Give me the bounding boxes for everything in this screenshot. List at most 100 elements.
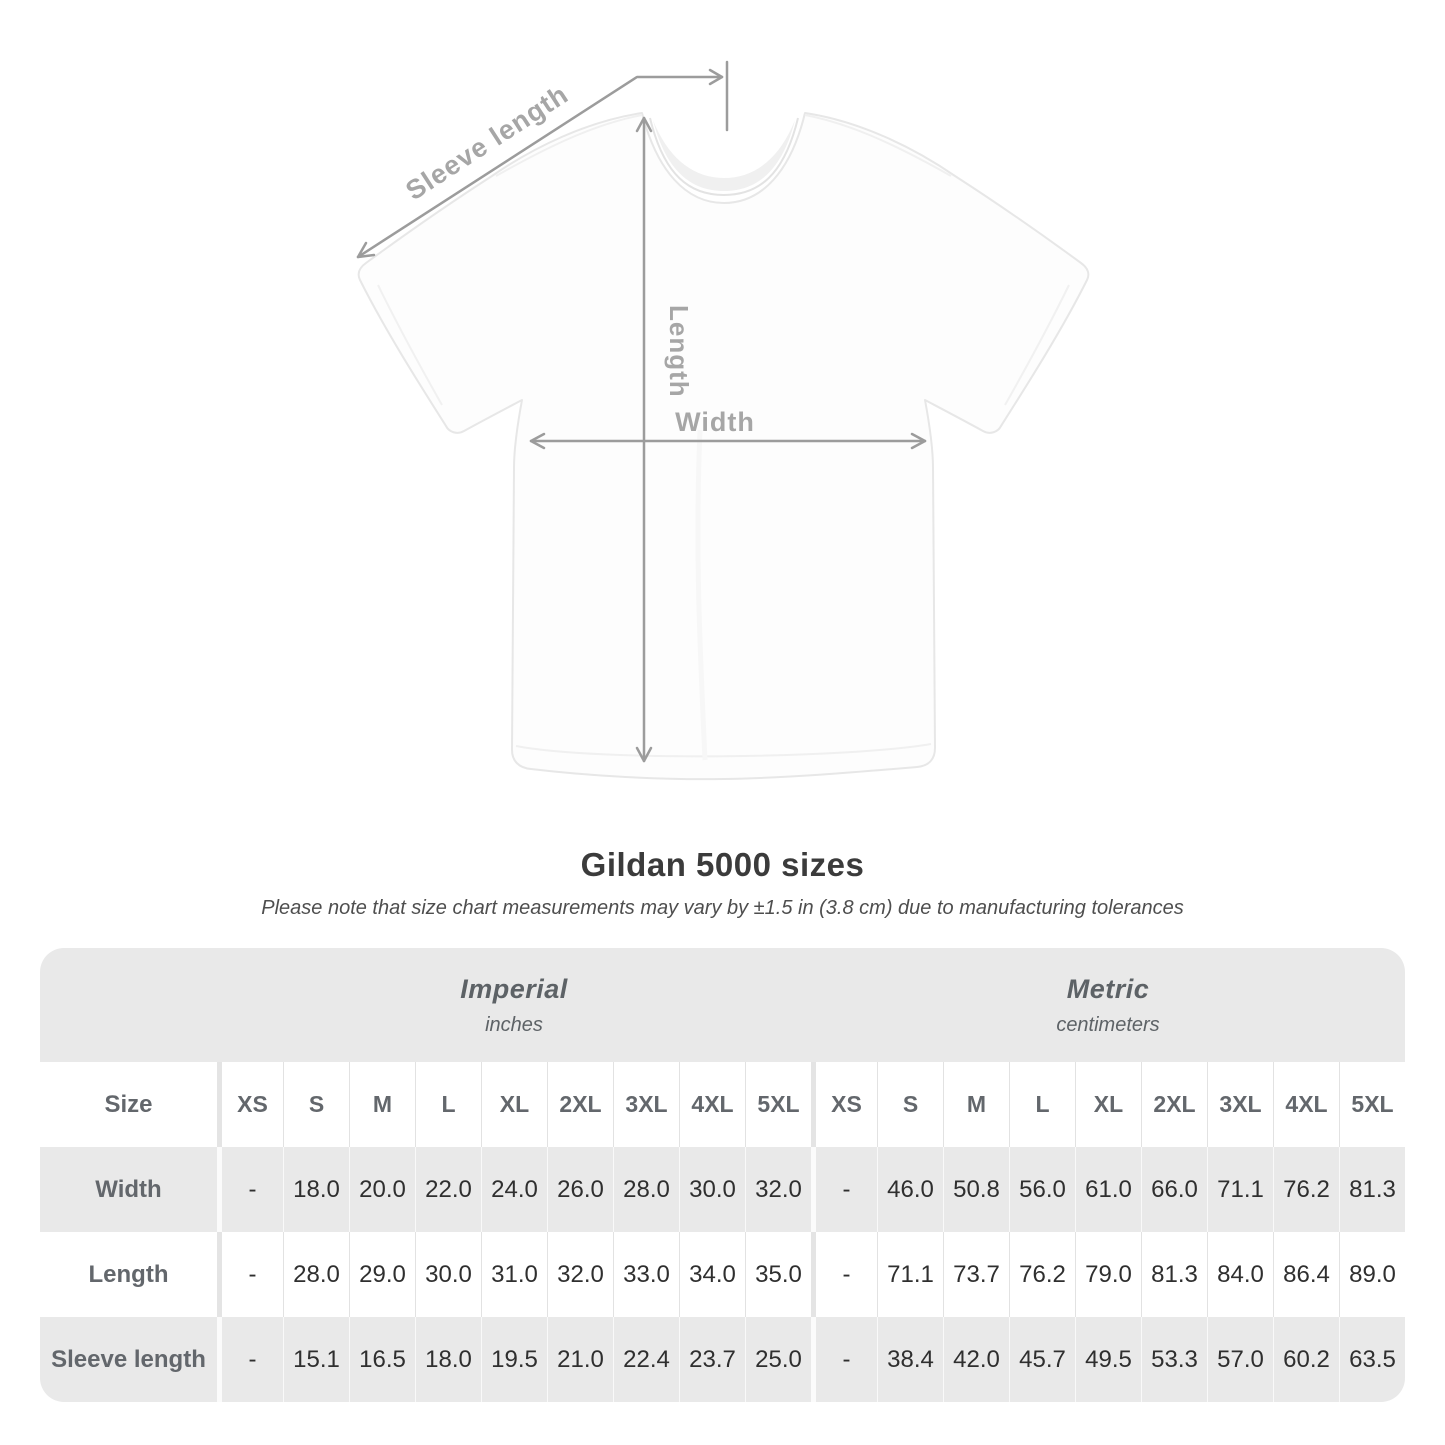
table-cell: - <box>811 1147 877 1232</box>
length-arrowhead-top <box>635 116 653 133</box>
length-row: Length - 28.0 29.0 30.0 31.0 32.0 33.0 3… <box>40 1232 1405 1317</box>
table-cell: 71.1 <box>877 1232 943 1317</box>
table-cell: 32.0 <box>547 1232 613 1317</box>
imperial-unit: inches <box>485 1013 543 1036</box>
size-col-header: M <box>943 1062 1009 1147</box>
table-cell: 42.0 <box>943 1317 1009 1402</box>
tshirt-illustration: Sleeve length Length Width <box>356 60 1090 781</box>
table-cell: 25.0 <box>745 1317 811 1402</box>
metric-label: Metric <box>1066 973 1150 1004</box>
width-label: Width <box>675 407 755 437</box>
table-cell: 49.5 <box>1075 1317 1141 1402</box>
table-cell: - <box>217 1147 283 1232</box>
width-row: Width - 18.0 20.0 22.0 24.0 26.0 28.0 30… <box>40 1147 1405 1232</box>
table-cell: 81.3 <box>1339 1147 1405 1232</box>
table-cell: 35.0 <box>745 1232 811 1317</box>
table-cell: 46.0 <box>877 1147 943 1232</box>
table-cell: 24.0 <box>481 1147 547 1232</box>
unit-header-row: Imperial inches Metric centimeters <box>40 948 1405 1062</box>
unit-corner-cell <box>40 948 217 1062</box>
size-col-header: 2XL <box>1141 1062 1207 1147</box>
row-label: Width <box>95 1175 162 1203</box>
heading-block: Gildan 5000 sizes Please note that size … <box>0 846 1445 920</box>
table-cell: 63.5 <box>1339 1317 1405 1402</box>
table-cell: 23.7 <box>679 1317 745 1402</box>
table-cell: 79.0 <box>1075 1232 1141 1317</box>
table-cell: 76.2 <box>1273 1147 1339 1232</box>
table-cell: 15.1 <box>283 1317 349 1402</box>
sleeve-arrowhead-end <box>356 241 376 259</box>
table-cell: 19.5 <box>481 1317 547 1402</box>
sleeve-length-row: Sleeve length - 15.1 16.5 18.0 19.5 21.0… <box>40 1317 1405 1402</box>
sleeve-length-arrow <box>356 75 724 259</box>
table-cell: 18.0 <box>415 1317 481 1402</box>
sleeve-arrowhead-right <box>708 68 724 86</box>
table-cell: 76.2 <box>1009 1232 1075 1317</box>
metric-group-header: Metric centimeters <box>811 948 1405 1062</box>
hem-stitch <box>515 743 932 758</box>
body-crease <box>695 429 708 761</box>
table-cell: 29.0 <box>349 1232 415 1317</box>
row-label: Length <box>88 1260 169 1288</box>
table-cell: 57.0 <box>1207 1317 1273 1402</box>
sleeve-fold-right <box>1004 284 1070 406</box>
metric-unit: centimeters <box>1056 1013 1160 1036</box>
shoulder-seam-left <box>495 114 643 177</box>
table-cell: 20.0 <box>349 1147 415 1232</box>
tshirt-shape <box>357 112 1090 781</box>
size-col-header: S <box>877 1062 943 1147</box>
table-cell: 30.0 <box>679 1147 745 1232</box>
table-cell: 32.0 <box>745 1147 811 1232</box>
size-header-row: Size XS S M L XL 2XL 3XL 4XL 5XL XS S M … <box>40 1062 1405 1147</box>
table-cell: 53.3 <box>1141 1317 1207 1402</box>
table-cell: - <box>811 1317 877 1402</box>
size-col-header: XS <box>217 1062 283 1147</box>
table-cell: 73.7 <box>943 1232 1009 1317</box>
table-cell: - <box>217 1317 283 1402</box>
collar-shadow <box>653 120 795 191</box>
table-cell: 21.0 <box>547 1317 613 1402</box>
width-arrowhead-left <box>529 432 546 450</box>
table-cell: 56.0 <box>1009 1147 1075 1232</box>
row-label: Sleeve length <box>51 1345 206 1373</box>
size-col-header: L <box>415 1062 481 1147</box>
table-cell: 61.0 <box>1075 1147 1141 1232</box>
size-col-header: XL <box>481 1062 547 1147</box>
table-cell: - <box>217 1232 283 1317</box>
table-cell: 84.0 <box>1207 1232 1273 1317</box>
tshirt-measurement-diagram: Sleeve length Length Width <box>356 60 1090 781</box>
table-cell: 38.4 <box>877 1317 943 1402</box>
size-corner-label: Size <box>104 1090 153 1118</box>
size-col-header: M <box>349 1062 415 1147</box>
table-cell: 89.0 <box>1339 1232 1405 1317</box>
table-cell: 81.3 <box>1141 1232 1207 1317</box>
size-col-header: L <box>1009 1062 1075 1147</box>
size-col-header: 3XL <box>1207 1062 1273 1147</box>
table-cell: 22.4 <box>613 1317 679 1402</box>
table-cell: 86.4 <box>1273 1232 1339 1317</box>
size-col-header: S <box>283 1062 349 1147</box>
size-col-header: 4XL <box>679 1062 745 1147</box>
length-arrowhead-bottom <box>635 746 653 763</box>
table-cell: 28.0 <box>613 1147 679 1232</box>
table-cell: 30.0 <box>415 1232 481 1317</box>
table-cell: 26.0 <box>547 1147 613 1232</box>
table-cell: 60.2 <box>1273 1317 1339 1402</box>
length-label: Length <box>664 305 694 398</box>
size-col-header: 5XL <box>1339 1062 1405 1147</box>
size-table: Imperial inches Metric centimeters Size … <box>40 948 1405 1402</box>
table-cell: 33.0 <box>613 1232 679 1317</box>
width-arrowhead-right <box>910 432 927 450</box>
tolerance-note: Please note that size chart measurements… <box>261 897 1184 919</box>
table-cell: 34.0 <box>679 1232 745 1317</box>
table-cell: 28.0 <box>283 1232 349 1317</box>
size-col-header: XS <box>811 1062 877 1147</box>
size-col-header: 4XL <box>1273 1062 1339 1147</box>
table-cell: 50.8 <box>943 1147 1009 1232</box>
imperial-group-header: Imperial inches <box>217 948 811 1062</box>
size-col-header: 5XL <box>745 1062 811 1147</box>
table-cell: 18.0 <box>283 1147 349 1232</box>
table-cell: 31.0 <box>481 1232 547 1317</box>
sleeve-fold-left <box>377 284 443 406</box>
